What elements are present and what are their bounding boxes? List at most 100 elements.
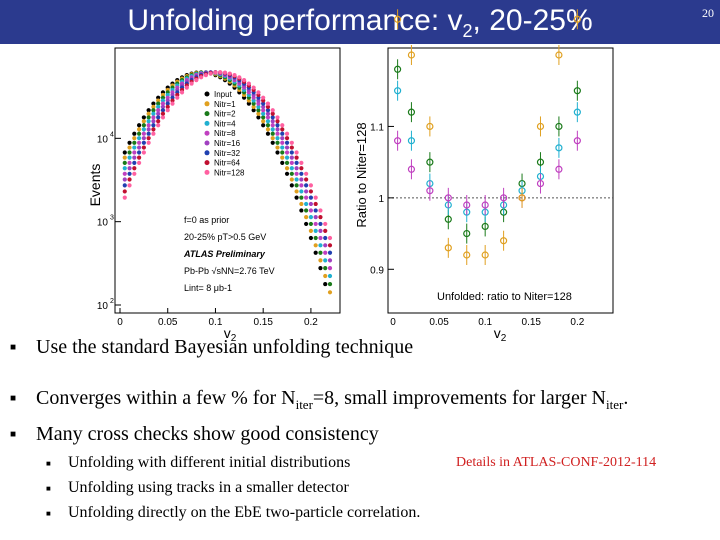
left-data-point [136,140,142,145]
left-data-point [256,101,261,106]
right-xtick-label: 0 [390,317,396,328]
left-data-point [141,140,146,145]
left-ytick-exponent: 3 [110,215,114,222]
left-legend-marker [204,150,210,156]
left-data-point [141,127,146,132]
left-data-point [146,115,151,120]
left-data-point [146,108,151,113]
left-legend-label: Nitr=128 [214,168,245,177]
left-data-point [261,98,266,103]
left-data-point [313,215,318,220]
left-data-point [304,208,309,213]
left-data-point [156,98,161,103]
left-data-point [275,145,280,150]
left-data-point [308,208,314,213]
title-subscript: 2 [462,21,473,41]
left-data-point [170,95,175,100]
left-data-point [227,71,232,76]
left-legend-label: Nitr=64 [214,159,241,168]
left-data-point [160,101,166,106]
left-data-point [165,101,170,106]
left-data-point [122,155,127,160]
left-data-point [127,155,132,160]
left-data-point [270,131,275,136]
bullet-marker-3: ■ [10,429,17,440]
left-ytick-exponent: 4 [110,131,114,138]
left-data-point [270,127,275,132]
left-data-point [132,171,137,176]
left-data-point [251,108,256,113]
left-data-point [299,166,304,171]
left-annotation: Pb-Pb √sNN=2.76 TeV [184,266,275,276]
right-data-point [426,158,434,166]
left-data-point [156,119,161,124]
left-data-point [141,131,146,136]
left-data-point [256,115,261,120]
left-data-point [304,183,309,188]
left-data-point [284,166,290,171]
left-data-point [299,177,304,182]
right-plot-frame [387,47,614,314]
left-data-point [318,250,323,255]
right-chart: 0 0.05 0.1 0.15 0.2 1.1 1 0.9 Ratio to Niter=12… [354,9,614,344]
left-data-point [275,140,280,145]
left-data-point [141,136,146,141]
left-data-point [136,155,142,160]
left-data-point [323,281,328,287]
left-data-point [323,235,328,241]
right-data-point [407,165,416,173]
left-data-point [299,189,304,194]
left-data-point [280,131,285,136]
right-data-point [444,194,452,202]
left-data-point [318,235,323,241]
left-data-point [294,150,299,155]
right-data-point [555,51,563,59]
left-data-point [246,81,251,86]
left-data-point [265,123,271,128]
left-data-point [175,95,180,100]
left-data-point [275,136,280,141]
left-data-point [170,101,175,106]
left-data-point [222,70,228,75]
left-data-point [284,131,290,136]
left-data-point [251,104,256,109]
left-data-point [146,136,151,141]
left-data-point [275,123,280,128]
left-data-point [132,145,137,150]
left-xtick-label: 0.05 [158,317,178,328]
left-data-point [122,150,127,155]
right-data-point [463,229,471,238]
left-data-point [265,101,271,106]
left-data-point [284,136,290,141]
left-data-point [151,131,156,136]
left-data-point [270,115,275,120]
left-data-point [313,235,318,241]
left-data-point [275,127,280,132]
left-data-point [280,150,285,155]
left-data-point [256,90,261,95]
left-data-point [289,166,294,171]
left-data-point [308,221,314,227]
left-data-point [141,150,146,155]
left-data-point [289,145,294,150]
left-ytick-label: 10 [97,218,109,229]
left-ytick-exponent: 2 [110,298,114,305]
left-data-point [265,108,271,113]
left-data-point [313,208,318,213]
left-data-point [146,140,151,145]
left-data-point [313,228,318,234]
left-annotation: 20-25% pT>0.5 GeV [184,232,266,242]
left-data-point [151,108,156,113]
left-data-point [289,150,294,155]
left-data-point [122,183,127,188]
left-data-point [318,208,323,213]
left-legend-label: Nitr=16 [214,139,241,148]
left-data-point [146,123,151,128]
left-data-point [299,208,304,213]
left-data-point [141,123,146,128]
left-data-point [136,150,142,155]
left-data-point [308,235,314,241]
left-data-point [261,123,266,128]
left-xtick-label: 0 [117,317,123,328]
